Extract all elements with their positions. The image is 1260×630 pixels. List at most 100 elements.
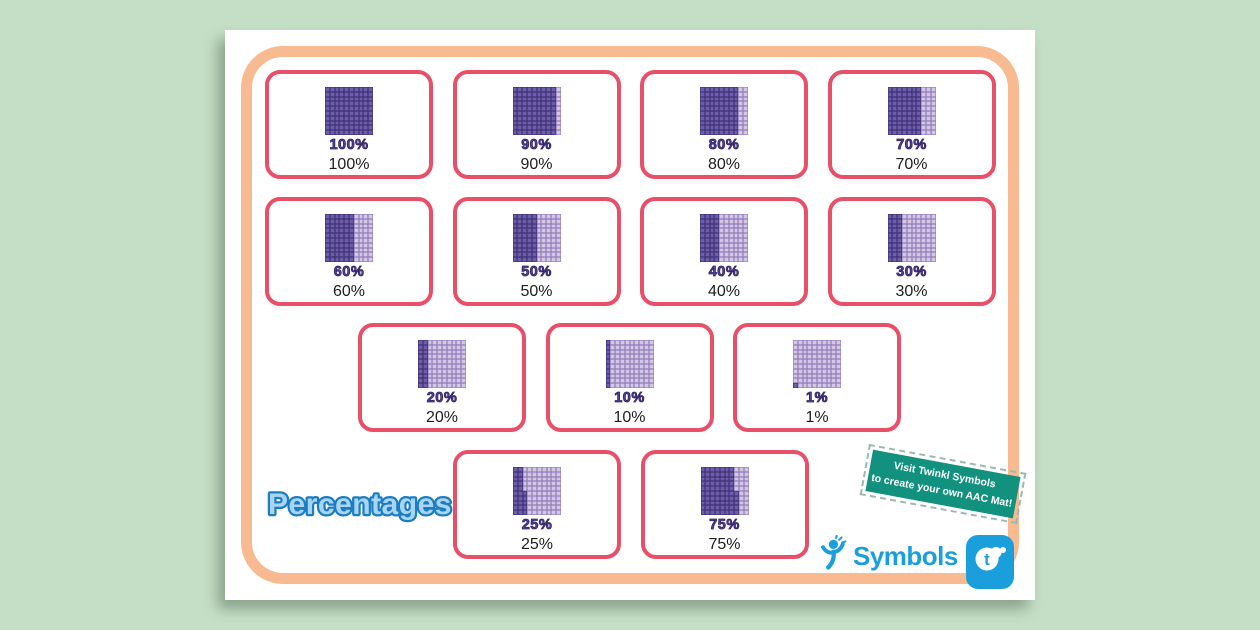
shaded-grid-cell: [728, 115, 734, 121]
shaded-grid-cell: [892, 223, 898, 229]
unshaded-grid-cell: [556, 510, 561, 515]
shaded-grid-cell: [719, 467, 725, 472]
unshaded-grid-cell: [555, 101, 561, 107]
shaded-grid-cell: [705, 476, 711, 482]
shaded-grid-cell: [334, 111, 340, 116]
shaded-grid-cell: [325, 120, 330, 126]
unshaded-grid-cell: [639, 359, 644, 364]
shaded-grid-cell: [349, 218, 354, 224]
shaded-grid-cell: [526, 218, 532, 224]
unshaded-grid-cell: [812, 364, 817, 369]
unshaded-grid-cell: [643, 340, 649, 345]
unshaded-grid-cell: [541, 218, 547, 224]
shaded-grid-cell: [334, 223, 340, 229]
unshaded-grid-cell: [921, 218, 926, 224]
unshaded-grid-cell: [734, 467, 739, 472]
unshaded-grid-cell: [643, 373, 649, 379]
hundred-square-grid: [325, 87, 373, 135]
shaded-grid-cell: [546, 115, 551, 121]
unshaded-grid-cell: [812, 368, 817, 374]
unshaded-grid-cell: [442, 349, 447, 355]
unshaded-grid-cell: [610, 344, 616, 350]
shaded-grid-cell: [329, 257, 335, 262]
unshaded-grid-cell: [831, 383, 837, 388]
shaded-grid-cell: [349, 130, 354, 135]
shaded-grid-cell: [700, 120, 705, 126]
unshaded-grid-cell: [743, 495, 749, 501]
shaded-grid-cell: [710, 476, 715, 482]
shaded-grid-cell: [349, 115, 354, 121]
unshaded-grid-cell: [456, 368, 462, 374]
shaded-grid-cell: [887, 120, 893, 126]
unshaded-grid-cell: [546, 476, 552, 482]
unshaded-grid-cell: [541, 238, 547, 243]
unshaded-grid-cell: [555, 228, 561, 234]
shaded-grid-cell: [512, 223, 518, 229]
shaded-grid-cell: [325, 96, 330, 102]
shaded-grid-cell: [522, 106, 527, 111]
unshaded-grid-cell: [733, 252, 739, 258]
unshaded-grid-cell: [793, 364, 798, 369]
unshaded-grid-cell: [550, 214, 556, 219]
unshaded-grid-cell: [724, 228, 729, 234]
shaded-grid-cell: [531, 223, 537, 229]
unshaded-grid-cell: [738, 111, 744, 116]
unshaded-grid-cell: [353, 238, 359, 243]
unshaded-grid-cell: [527, 500, 533, 506]
unshaded-grid-cell: [930, 218, 936, 224]
shaded-grid-cell: [353, 125, 359, 131]
unshaded-grid-cell: [925, 218, 931, 224]
unshaded-grid-cell: [624, 349, 630, 355]
unshaded-grid-cell: [629, 373, 635, 379]
shaded-grid-cell: [906, 125, 912, 131]
unshaded-grid-cell: [916, 233, 922, 238]
unshaded-grid-cell: [368, 223, 373, 229]
unshaded-grid-cell: [624, 383, 630, 388]
unshaded-grid-cell: [743, 120, 748, 126]
shaded-grid-cell: [517, 115, 523, 121]
shaded-grid-cell: [709, 247, 715, 253]
unshaded-grid-cell: [925, 228, 931, 234]
shaded-grid-cell: [714, 120, 720, 126]
unshaded-grid-cell: [522, 471, 528, 477]
shaded-grid-cell: [906, 115, 912, 121]
shaded-grid-cell: [536, 111, 542, 116]
unshaded-grid-cell: [456, 359, 462, 364]
shaded-grid-cell: [700, 510, 706, 515]
unshaded-grid-cell: [807, 373, 813, 379]
shaded-grid-cell: [700, 91, 705, 97]
unshaded-grid-cell: [624, 344, 630, 350]
shaded-grid-cell: [714, 467, 720, 472]
shaded-grid-cell: [526, 252, 532, 258]
unshaded-grid-cell: [546, 505, 552, 511]
unshaded-grid-cell: [541, 486, 547, 491]
unshaded-grid-cell: [901, 223, 907, 229]
unshaded-grid-cell: [826, 340, 832, 345]
shaded-grid-cell: [363, 115, 369, 121]
unshaded-grid-cell: [648, 378, 654, 384]
shaded-grid-cell: [418, 368, 423, 374]
shaded-grid-cell: [916, 96, 922, 102]
unshaded-grid-cell: [738, 120, 744, 126]
card-percent-text: 30%: [895, 283, 928, 300]
shaded-grid-cell: [887, 228, 893, 234]
card-percent-text: 90%: [520, 156, 553, 173]
unshaded-grid-cell: [817, 378, 822, 384]
unshaded-grid-cell: [743, 481, 749, 487]
unshaded-grid-cell: [541, 495, 547, 501]
shaded-grid-cell: [897, 120, 902, 126]
unshaded-grid-cell: [807, 383, 813, 388]
unshaded-grid-cell: [906, 228, 912, 234]
shaded-grid-cell: [887, 101, 893, 107]
shaded-grid-cell: [724, 476, 730, 482]
shaded-grid-cell: [363, 120, 369, 126]
shaded-grid-cell: [531, 115, 537, 121]
shaded-grid-cell: [728, 91, 734, 97]
shaded-grid-cell: [353, 87, 359, 92]
unshaded-grid-cell: [743, 247, 748, 253]
shaded-grid-cell: [734, 495, 739, 501]
shaded-grid-cell: [344, 120, 349, 126]
unshaded-grid-cell: [738, 510, 744, 515]
shaded-grid-cell: [734, 500, 739, 506]
unshaded-grid-cell: [724, 242, 729, 248]
